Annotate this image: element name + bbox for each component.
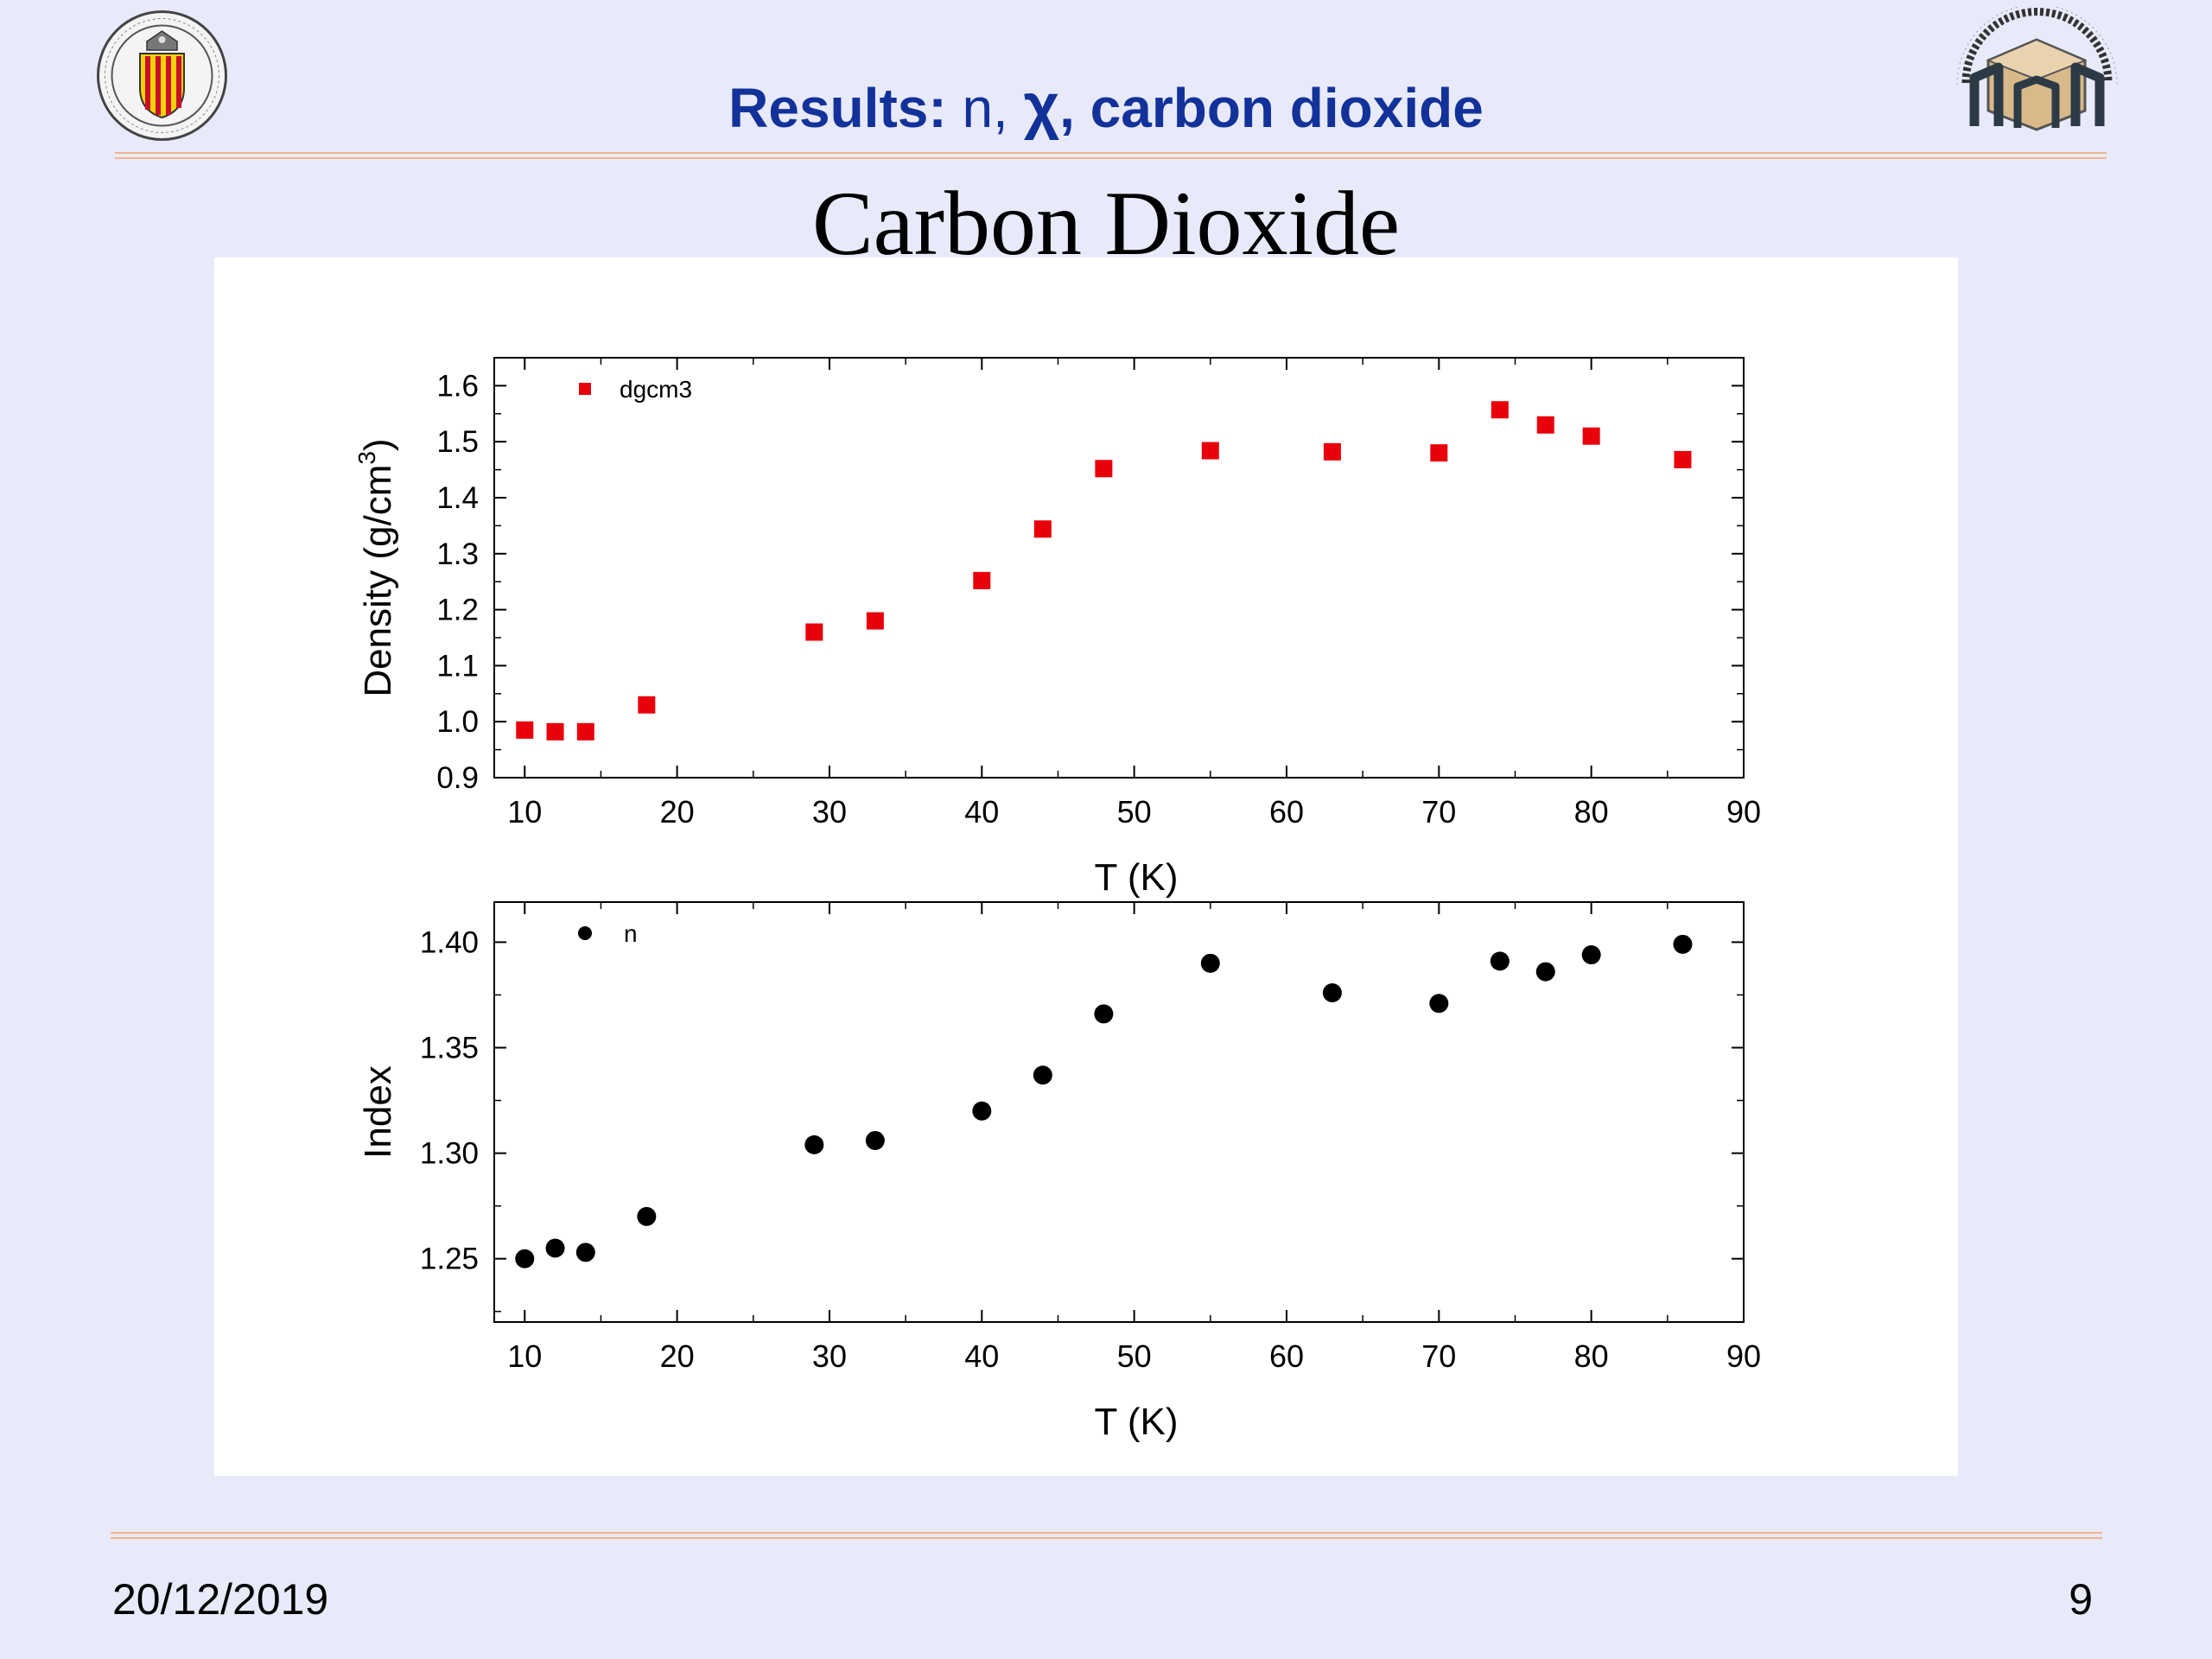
density-ytick-label: 1.5 bbox=[436, 425, 479, 459]
index-data-point bbox=[1582, 945, 1601, 964]
index-xtick-label: 60 bbox=[1269, 1338, 1304, 1374]
density-chart: 10 20 30 40 50 60 70 80 90 0.9 1.0 1.1 1.2 1.3 1.4 1.5 1… bbox=[353, 358, 1761, 899]
density-xtick-label: 10 bbox=[507, 794, 542, 830]
density-ytick-label: 1.2 bbox=[436, 594, 479, 627]
index-data-point bbox=[1033, 1065, 1052, 1084]
charts-figure: 10 20 30 40 50 60 70 80 90 0.9 1.0 1.1 1.2 1.3 1.4 1.5 1… bbox=[214, 257, 1958, 1476]
density-xtick-label: 50 bbox=[1117, 794, 1152, 830]
footer-date: 20/12/2019 bbox=[112, 1574, 328, 1624]
density-data-point bbox=[1674, 451, 1691, 468]
density-xtick-label: 20 bbox=[660, 794, 695, 830]
index-legend-marker bbox=[578, 926, 592, 940]
density-data-point bbox=[577, 723, 594, 741]
index-data-point bbox=[515, 1249, 534, 1268]
slide-title: Results: n, χ, carbon dioxide bbox=[0, 71, 2212, 142]
density-xaxis-label: T (K) bbox=[1095, 856, 1179, 899]
density-data-point bbox=[1491, 401, 1509, 418]
index-xtick-label: 20 bbox=[660, 1338, 695, 1374]
density-xtick-label: 80 bbox=[1574, 794, 1609, 830]
index-data-point bbox=[1429, 994, 1448, 1013]
bottom-divider bbox=[111, 1532, 2102, 1539]
index-xtick-label: 80 bbox=[1574, 1338, 1609, 1374]
density-data-point bbox=[1034, 520, 1052, 537]
figure-panel: 10 20 30 40 50 60 70 80 90 0.9 1.0 1.1 1.2 1.3 1.4 1.5 1… bbox=[214, 257, 1958, 1476]
title-chi: χ bbox=[1024, 72, 1059, 141]
density-xtick-label: 60 bbox=[1269, 794, 1304, 830]
index-data-point bbox=[546, 1239, 565, 1258]
index-ytick-label: 1.35 bbox=[420, 1032, 479, 1065]
title-n: n, bbox=[947, 77, 1024, 139]
index-data-point bbox=[1536, 963, 1555, 982]
index-data-point bbox=[972, 1102, 991, 1121]
density-ytick-label: 1.4 bbox=[436, 481, 479, 515]
density-data-point bbox=[805, 624, 823, 641]
index-yaxis-label: Index bbox=[357, 1065, 399, 1159]
density-data-point bbox=[638, 696, 655, 714]
density-ytick-label: 1.3 bbox=[436, 537, 479, 571]
index-data-point bbox=[576, 1243, 595, 1262]
index-xtick-label: 30 bbox=[812, 1338, 847, 1374]
density-data-point bbox=[867, 613, 884, 630]
index-ytick-label: 1.30 bbox=[420, 1137, 479, 1171]
density-ytick-label: 1.1 bbox=[436, 649, 479, 683]
density-data-point bbox=[973, 572, 990, 589]
index-xaxis-label: T (K) bbox=[1095, 1401, 1179, 1443]
top-divider bbox=[115, 152, 2107, 159]
density-xtick-label: 30 bbox=[812, 794, 847, 830]
footer-page-number: 9 bbox=[2069, 1574, 2093, 1624]
index-xtick-label: 90 bbox=[1726, 1338, 1761, 1374]
index-ytick-label: 1.25 bbox=[420, 1243, 479, 1276]
density-xtick-label: 40 bbox=[964, 794, 999, 830]
density-ytick-label: 0.9 bbox=[436, 761, 479, 795]
index-data-point bbox=[1201, 954, 1220, 973]
density-legend-label: dgcm3 bbox=[620, 376, 692, 403]
density-data-point bbox=[547, 723, 564, 741]
index-data-point bbox=[1491, 951, 1510, 970]
index-data-point bbox=[866, 1131, 885, 1150]
title-carbon-dioxide: , carbon dioxide bbox=[1059, 77, 1484, 139]
title-results: Results: bbox=[728, 77, 947, 139]
index-data-point bbox=[637, 1207, 656, 1226]
density-xtick-label: 90 bbox=[1726, 794, 1761, 830]
index-data-point bbox=[1673, 935, 1692, 954]
density-data-point bbox=[1537, 416, 1554, 434]
index-data-point bbox=[1094, 1004, 1113, 1023]
density-data-point bbox=[1324, 443, 1341, 461]
index-chart: 10 20 30 40 50 60 70 80 90 1.25 1.30 1.35 1.40 T (K) I… bbox=[357, 902, 1761, 1443]
density-ytick-label: 1.0 bbox=[436, 705, 479, 739]
density-data-point bbox=[1583, 428, 1600, 445]
density-data-point bbox=[1202, 442, 1219, 460]
density-data-point bbox=[1095, 460, 1112, 477]
index-legend-label: n bbox=[624, 920, 638, 947]
density-plot-frame bbox=[494, 358, 1744, 778]
density-legend-marker bbox=[579, 383, 591, 395]
density-ytick-label: 1.6 bbox=[436, 369, 479, 403]
index-xtick-label: 40 bbox=[964, 1338, 999, 1374]
density-data-point bbox=[516, 721, 533, 739]
index-xtick-label: 70 bbox=[1421, 1338, 1456, 1374]
index-xtick-label: 10 bbox=[507, 1338, 542, 1374]
density-data-point bbox=[1430, 444, 1447, 461]
index-ytick-label: 1.40 bbox=[420, 925, 479, 959]
index-plot-frame bbox=[494, 902, 1744, 1322]
density-xtick-label: 70 bbox=[1421, 794, 1456, 830]
index-data-point bbox=[1323, 983, 1342, 1002]
density-yaxis-label: Density (g/cm3) bbox=[353, 438, 399, 696]
index-xtick-label: 50 bbox=[1117, 1338, 1152, 1374]
index-data-point bbox=[804, 1135, 823, 1154]
